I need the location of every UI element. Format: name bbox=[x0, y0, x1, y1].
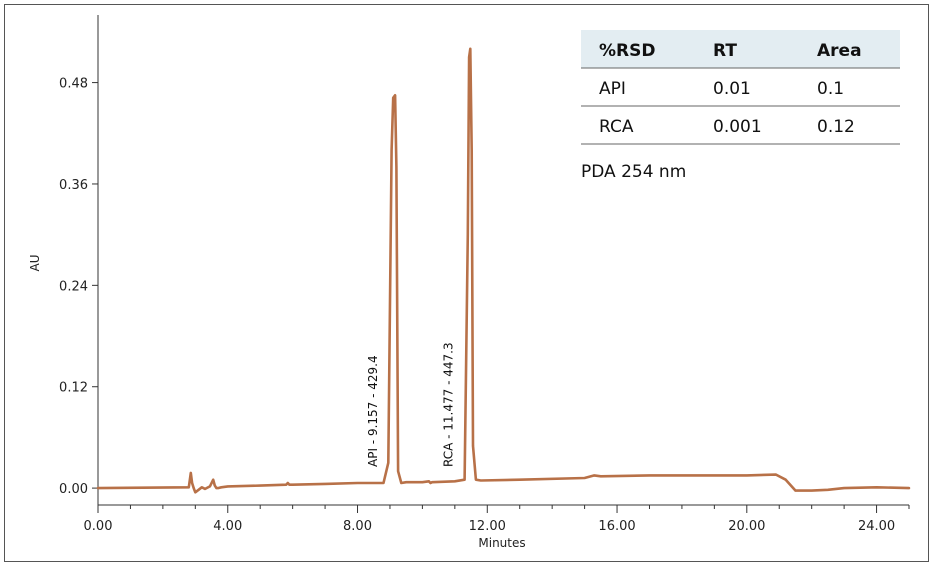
x-tick-label: 0.00 bbox=[84, 519, 113, 534]
table-header-cell: %RSD bbox=[599, 41, 655, 61]
chart-frame: 0.00 0.12 0.24 0.36 0.48 0.00 4.00 8.00 12.00 16… bbox=[4, 4, 929, 562]
y-tick-label: 0.48 bbox=[59, 77, 88, 92]
x-tick-label: 16.00 bbox=[598, 519, 635, 534]
x-axis-title: Minutes bbox=[478, 536, 525, 550]
y-tick-label: 0.24 bbox=[59, 279, 88, 294]
series-layer bbox=[96, 47, 911, 494]
table-header-background bbox=[581, 30, 900, 68]
table-header-cell: RT bbox=[713, 41, 737, 61]
axes bbox=[97, 15, 909, 506]
y-tick-label: 0.12 bbox=[59, 381, 88, 396]
table-cell: 0.001 bbox=[713, 117, 762, 137]
y-ticks: 0.00 0.12 0.24 0.36 0.48 bbox=[59, 77, 98, 497]
y-axis-title: AU bbox=[28, 255, 42, 272]
y-tick-label: 0.36 bbox=[59, 178, 88, 193]
x-tick-label: 24.00 bbox=[858, 519, 895, 534]
table-header-cell: Area bbox=[817, 41, 862, 61]
x-tick-label: 12.00 bbox=[469, 519, 506, 534]
rsd-table: %RSD RT Area API 0.01 0.1 RCA 0.001 0.12 bbox=[581, 30, 900, 145]
x-ticks: 0.00 4.00 8.00 12.00 16.00 20.00 24.00 bbox=[84, 505, 910, 534]
table-cell: API bbox=[599, 79, 626, 99]
peak-label: API - 9.157 - 429.4 bbox=[366, 355, 380, 467]
table-cell: 0.1 bbox=[817, 79, 844, 99]
chromatogram-trace bbox=[96, 47, 911, 494]
peak-labels: API - 9.157 - 429.4 RCA - 11.477 - 447.3 bbox=[366, 342, 455, 467]
table-cell: RCA bbox=[599, 117, 634, 137]
x-tick-label: 20.00 bbox=[728, 519, 765, 534]
chromatogram-chart: 0.00 0.12 0.24 0.36 0.48 0.00 4.00 8.00 12.00 16… bbox=[28, 15, 911, 550]
peak-label: RCA - 11.477 - 447.3 bbox=[441, 342, 455, 467]
x-tick-label: 8.00 bbox=[343, 519, 372, 534]
detector-annotation: PDA 254 nm bbox=[581, 162, 686, 182]
table-cell: 0.12 bbox=[817, 117, 855, 137]
table-cell: 0.01 bbox=[713, 79, 751, 99]
x-tick-label: 4.00 bbox=[213, 519, 242, 534]
y-tick-label: 0.00 bbox=[59, 482, 88, 497]
